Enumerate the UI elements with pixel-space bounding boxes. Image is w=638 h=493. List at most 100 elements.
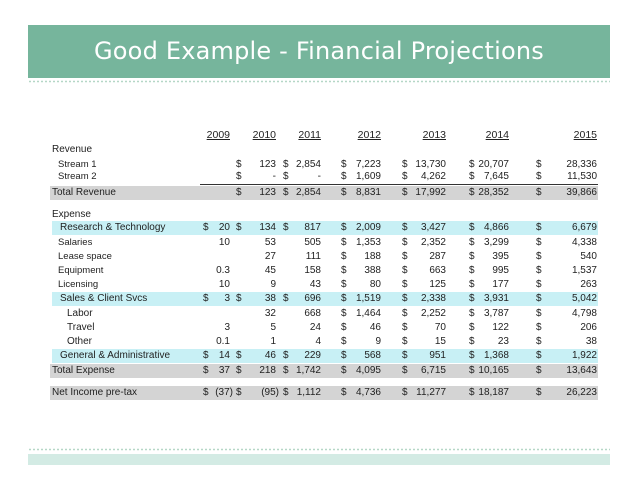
dollar-sign: $ bbox=[283, 293, 289, 304]
cell-2009: 10 bbox=[218, 237, 230, 248]
cell-2013: 17,992 bbox=[415, 187, 446, 198]
year-header-2013: 2013 bbox=[422, 129, 446, 141]
cell-2015: 39,866 bbox=[566, 187, 597, 198]
dollar-sign: $ bbox=[536, 265, 542, 276]
dollar-sign: $ bbox=[402, 222, 408, 233]
cell-2013: 287 bbox=[429, 251, 446, 262]
cell-2013: 13,730 bbox=[415, 159, 446, 170]
cell-2011: 24 bbox=[309, 322, 321, 333]
cell-2015: 13,643 bbox=[566, 365, 597, 376]
cell-2012: 1,609 bbox=[355, 171, 381, 182]
dollar-sign: $ bbox=[469, 187, 475, 198]
dollar-sign: $ bbox=[283, 159, 289, 170]
dollar-sign: $ bbox=[341, 336, 347, 347]
cell-2010: 218 bbox=[259, 365, 276, 376]
cell-2009: 20 bbox=[218, 222, 230, 233]
row-salaries: Salaries 10 53 505 $1,353 $2,352 $3,299 $4,338 bbox=[50, 236, 598, 250]
cell-2010: (95) bbox=[261, 387, 279, 398]
cell-2011: 505 bbox=[304, 237, 321, 248]
cell-2013: 2,252 bbox=[420, 308, 446, 319]
cell-2012: 1,353 bbox=[355, 237, 381, 248]
dollar-sign: $ bbox=[536, 187, 542, 198]
dollar-sign: $ bbox=[236, 222, 242, 233]
subtotal-rule bbox=[200, 184, 598, 185]
cell-2015: 4,338 bbox=[571, 237, 597, 248]
dollar-sign: $ bbox=[402, 237, 408, 248]
dollar-sign: $ bbox=[402, 187, 408, 198]
cell-2010: 46 bbox=[264, 350, 276, 361]
cell-2012: 388 bbox=[364, 265, 381, 276]
dollar-sign: $ bbox=[536, 322, 542, 333]
cell-2010: 27 bbox=[264, 251, 276, 262]
dollar-sign: $ bbox=[236, 293, 242, 304]
dollar-sign: $ bbox=[341, 322, 347, 333]
dollar-sign: $ bbox=[203, 293, 209, 304]
cell-2014: 4,866 bbox=[483, 222, 509, 233]
dollar-sign: $ bbox=[469, 387, 475, 398]
cell-2011: 1,112 bbox=[296, 387, 321, 398]
cell-2011: 2,854 bbox=[295, 159, 321, 170]
cell-2009: 0.3 bbox=[216, 265, 230, 276]
cell-2015: 263 bbox=[580, 279, 597, 290]
cell-2010: 45 bbox=[264, 265, 276, 276]
cell-2013: 70 bbox=[434, 322, 446, 333]
cell-2014: 28,352 bbox=[478, 187, 509, 198]
dollar-sign: $ bbox=[236, 187, 242, 198]
cell-2009: (37) bbox=[215, 387, 233, 398]
cell-2014: 23 bbox=[497, 336, 509, 347]
cell-2010: 123 bbox=[259, 187, 276, 198]
cell-2012: 568 bbox=[364, 350, 381, 361]
dollar-sign: $ bbox=[341, 387, 347, 398]
dollar-sign: $ bbox=[236, 387, 242, 398]
dollar-sign: $ bbox=[236, 350, 242, 361]
cell-2015: 6,679 bbox=[571, 222, 597, 233]
row-equipment: Equipment 0.3 45 158 $388 $663 $995 $1,537 bbox=[50, 264, 598, 278]
dollar-sign: $ bbox=[402, 293, 408, 304]
cell-2011: 696 bbox=[304, 293, 321, 304]
row-label: General & Administrative bbox=[60, 350, 171, 361]
year-header-2011: 2011 bbox=[298, 129, 321, 141]
dollar-sign: $ bbox=[236, 171, 242, 182]
dollar-sign: $ bbox=[536, 171, 542, 182]
cell-2015: 1,922 bbox=[571, 350, 597, 361]
cell-2013: 663 bbox=[429, 265, 446, 276]
cell-2015: 5,042 bbox=[571, 293, 597, 304]
cell-2014: 7,645 bbox=[483, 171, 509, 182]
cell-2012: 4,095 bbox=[355, 365, 381, 376]
dollar-sign: $ bbox=[341, 237, 347, 248]
row-label: Expense bbox=[52, 209, 91, 220]
dollar-sign: $ bbox=[469, 251, 475, 262]
cell-2010: 38 bbox=[264, 293, 276, 304]
cell-2012: 2,009 bbox=[355, 222, 381, 233]
dollar-sign: $ bbox=[402, 387, 408, 398]
row-label: Revenue bbox=[52, 144, 93, 155]
row-travel: Travel 3 5 24 $46 $70 $122 $206 bbox=[50, 321, 598, 335]
row-net-income-pre-tax: Net Income pre-tax $ (37) $ (95) $1,112 $4,736… bbox=[50, 386, 598, 400]
dollar-sign: $ bbox=[341, 350, 347, 361]
year-header-2012: 2012 bbox=[357, 129, 381, 141]
cell-2014: 10,165 bbox=[478, 365, 509, 376]
row-other: Other 0.1 1 4 $9 $15 $23 $38 bbox=[50, 335, 598, 349]
cell-2015: 206 bbox=[580, 322, 597, 333]
dollar-sign: $ bbox=[283, 171, 289, 182]
dollar-sign: $ bbox=[469, 265, 475, 276]
row-label: Licensing bbox=[58, 279, 99, 290]
row-label: Labor bbox=[67, 308, 93, 319]
year-header-row: 2009 2010 2011 2012 2013 2014 2015 bbox=[50, 128, 598, 142]
dotted-divider-bottom bbox=[28, 448, 610, 451]
cell-2014: 177 bbox=[492, 279, 509, 290]
cell-2011: 229 bbox=[304, 350, 321, 361]
dollar-sign: $ bbox=[341, 308, 347, 319]
year-header-2009: 2009 bbox=[206, 129, 230, 141]
cell-2009: 37 bbox=[218, 365, 230, 376]
cell-2012: 7,223 bbox=[355, 159, 381, 170]
cell-2015: 38 bbox=[585, 336, 597, 347]
cell-2015: 28,336 bbox=[566, 159, 597, 170]
cell-2013: 4,262 bbox=[420, 171, 446, 182]
cell-2013: 951 bbox=[429, 350, 446, 361]
cell-2012: 9 bbox=[375, 336, 381, 347]
dollar-sign: $ bbox=[536, 237, 542, 248]
dollar-sign: $ bbox=[402, 279, 408, 290]
row-sales-client-svcs: Sales & Client Svcs $3 $38 $696 $1,519 $2,338… bbox=[52, 292, 598, 306]
cell-2010: 134 bbox=[259, 222, 276, 233]
